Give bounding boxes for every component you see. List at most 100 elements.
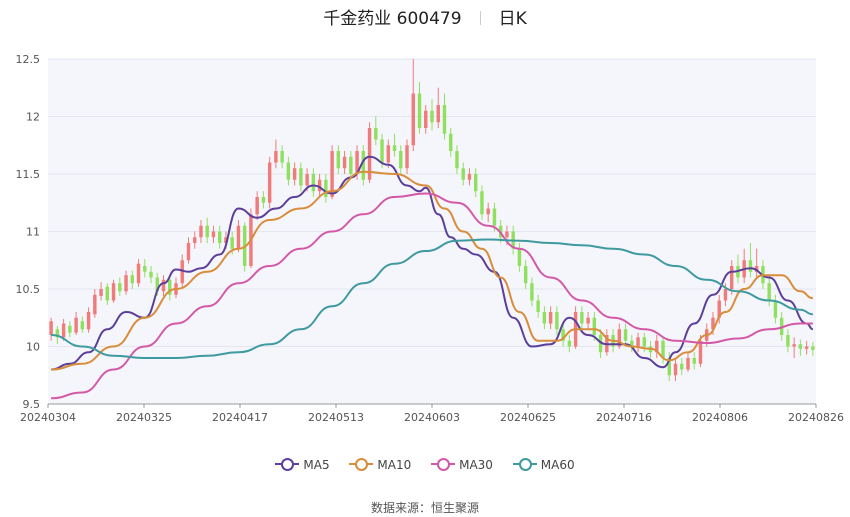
stock-name: 千金药业 600479 — [323, 9, 462, 29]
candle-body — [792, 344, 796, 347]
x-tick-label: 20240513 — [308, 411, 364, 424]
header-separator — [479, 11, 481, 25]
candle-body — [105, 286, 110, 301]
candle-body — [467, 174, 472, 180]
legend-label: MA30 — [459, 458, 493, 472]
candle-body — [717, 300, 721, 318]
candle-body — [455, 151, 459, 169]
candle-body — [473, 174, 478, 192]
candle-body — [598, 335, 603, 353]
candle-body — [317, 179, 322, 192]
candle-body — [673, 363, 678, 376]
candle-body — [405, 145, 409, 169]
chart-header: 千金药业 600479 日K — [0, 4, 850, 29]
legend-item-ma10[interactable]: MA10 — [349, 458, 411, 472]
candle-body — [361, 151, 366, 180]
candle-body — [505, 231, 509, 238]
legend-item-ma5[interactable]: MA5 — [275, 458, 330, 472]
candle-body — [773, 300, 778, 318]
x-tick-label: 20240826 — [788, 411, 844, 424]
candle-body — [786, 335, 790, 347]
candle-body — [143, 266, 147, 272]
candle-body — [224, 237, 228, 243]
candle-body — [723, 289, 728, 301]
candle-body — [461, 168, 465, 180]
legend-item-ma30[interactable]: MA30 — [431, 458, 493, 472]
x-axis: 20240304 20240325 20240417 20240513 20240603… — [20, 403, 844, 424]
candle-body — [93, 294, 97, 315]
ma-line-ma30 — [51, 192, 813, 400]
candle-body — [217, 231, 222, 243]
y-tick-label: 11.5 — [16, 168, 41, 181]
y-tick-label: 9.5 — [23, 398, 41, 411]
candle-body — [436, 105, 440, 123]
candle-body — [274, 151, 278, 163]
candle-body — [399, 151, 403, 169]
legend-label: MA60 — [540, 458, 575, 472]
candle-body — [149, 271, 153, 278]
candle-body — [324, 179, 328, 197]
candle-body — [292, 168, 297, 180]
candle-body — [124, 275, 128, 292]
candle-body — [193, 237, 197, 243]
legend-label: MA10 — [377, 458, 412, 472]
candle-body — [523, 266, 528, 284]
candle-body — [592, 317, 597, 335]
candle-body — [367, 128, 372, 180]
x-tick-label: 20240716 — [596, 411, 652, 424]
candle-body — [561, 329, 565, 341]
moving-average-lines — [51, 155, 814, 400]
y-tick-label: 10.5 — [16, 283, 41, 296]
candle-body — [386, 145, 391, 163]
candle-body — [580, 312, 584, 324]
data-source: 数据来源：恒生聚源 — [0, 499, 850, 516]
candle-body — [374, 128, 378, 140]
candle-body — [186, 243, 191, 261]
candle-body — [804, 346, 809, 349]
candle-body — [542, 312, 547, 324]
candle-body — [630, 340, 634, 347]
candle-body — [530, 283, 534, 301]
x-tick-label: 20240325 — [116, 411, 172, 424]
legend-swatch — [512, 458, 537, 471]
candle-body — [686, 358, 690, 370]
ma-line-ma5 — [51, 155, 814, 371]
candle-body — [211, 231, 216, 238]
legend-swatch — [431, 458, 456, 471]
candle-body — [711, 317, 715, 330]
candle-body — [74, 317, 78, 333]
y-axis: 9.5 10 10.5 11 11.5 12 12.5 — [16, 53, 41, 411]
candle-body — [61, 323, 66, 338]
candle-body — [155, 277, 159, 292]
candle-body — [430, 110, 434, 123]
candle-body — [536, 300, 540, 312]
candle-body — [305, 174, 309, 186]
legend-label: MA5 — [303, 458, 330, 472]
legend-item-ma60[interactable]: MA60 — [512, 458, 575, 472]
candle-body — [698, 340, 703, 364]
candle-body — [161, 279, 166, 292]
period-label: 日K — [498, 9, 527, 29]
candle-body — [55, 329, 60, 338]
candle-body — [136, 263, 141, 284]
candle-body — [655, 340, 659, 353]
candle-body — [299, 168, 303, 186]
candle-body — [486, 208, 490, 215]
candle-body — [255, 197, 259, 215]
candle-body — [492, 208, 497, 226]
candle-body — [424, 110, 428, 128]
candle-body — [667, 358, 671, 376]
ma-line-ma60 — [51, 238, 813, 359]
x-tick-label: 20240417 — [212, 411, 268, 424]
candle-body — [517, 248, 522, 266]
candle-body — [692, 358, 696, 364]
candle-body — [68, 325, 72, 333]
candle-body — [336, 151, 341, 169]
candle-body — [330, 151, 334, 197]
candle-body — [567, 340, 572, 347]
candle-body — [642, 337, 647, 347]
y-tick-label: 11 — [26, 226, 40, 239]
candle-body — [342, 156, 347, 169]
candle-body — [99, 289, 103, 296]
